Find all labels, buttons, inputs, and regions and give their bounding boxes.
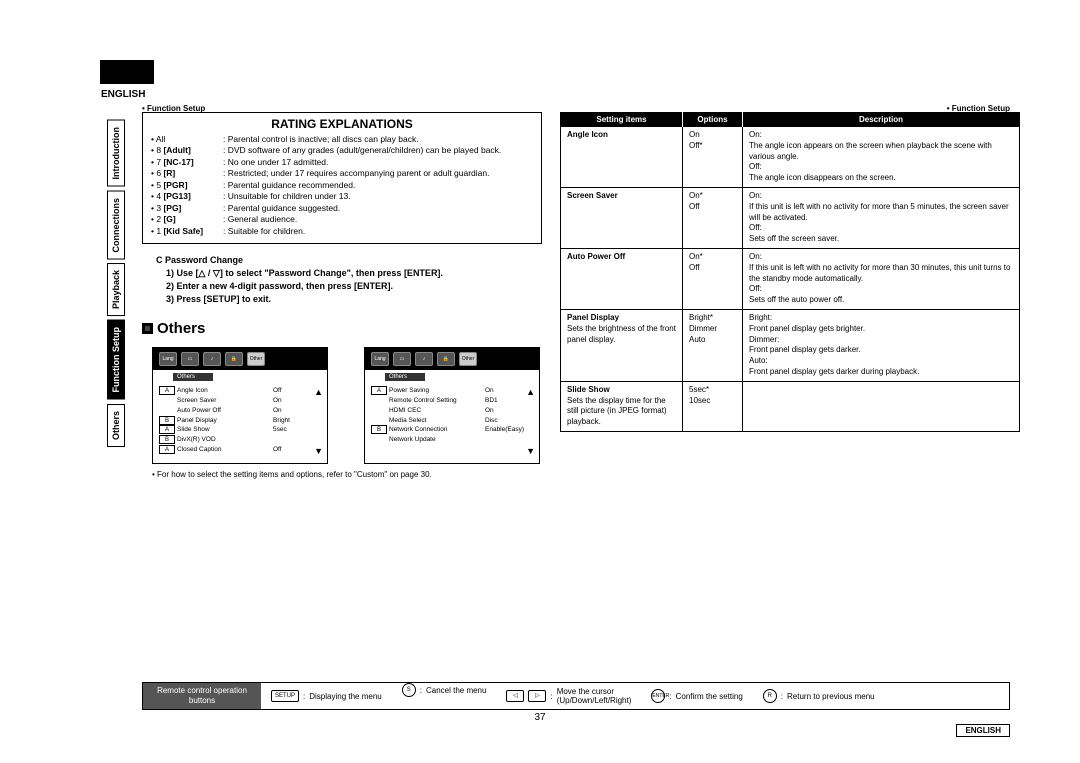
remote-footer: Remote control operation buttons SETUP :… <box>142 682 1010 710</box>
tab-icon: 🔒 <box>225 352 243 366</box>
tab-others: Others <box>107 404 125 447</box>
table-row: Screen SaverOn* OffOn: If this unit is l… <box>561 187 1020 248</box>
menu-row: AAngle IconOff <box>159 386 321 396</box>
others-heading: Others <box>142 320 542 337</box>
menu-row: Remote Control SettingBD1 <box>371 396 533 406</box>
return-text: Return to previous menu <box>787 692 875 701</box>
menu-row: APower SavingOn <box>371 386 533 396</box>
setup-text: Displaying the menu <box>309 692 381 701</box>
menu-row: Network Update <box>371 435 533 445</box>
menu-row: AClosed CaptionOff <box>159 445 321 455</box>
submenu-label: Others <box>385 373 425 381</box>
cursor-text: Move the cursor (Up/Down/Left/Right) <box>557 687 632 705</box>
cancel-text: Cancel the menu <box>426 686 486 695</box>
rating-row: • 3 [PG]: Parental guidance suggested. <box>151 203 533 214</box>
menu-screenshot-1: Lang ▭ ♪ 🔒 Other Others ▲ ▼ AAngle IconO… <box>152 347 328 463</box>
step-3: 3) Press [SETUP] to exit. <box>166 293 542 306</box>
tab-introduction: Introduction <box>107 120 125 187</box>
menu-row: BDivX(R) VOD <box>159 435 321 445</box>
cursor-icon: ◁ <box>506 690 524 702</box>
menu-row: Auto Power OffOn <box>159 406 321 416</box>
menu-row: Media SelectDisc <box>371 416 533 426</box>
bottom-language: ENGLISH <box>956 724 1010 737</box>
submenu-label: Others <box>173 373 213 381</box>
enter-icon: ENTER <box>651 689 665 703</box>
setup-icon: SETUP <box>271 690 299 702</box>
footer-label: Remote control operation buttons <box>143 683 261 708</box>
tab-icon: Lang <box>371 352 389 366</box>
settings-table: Setting items Options Description Angle … <box>560 112 1020 432</box>
rating-row: • 7 [NC-17]: No one under 17 admitted. <box>151 157 533 168</box>
menu-row: HDMI CECOn <box>371 406 533 416</box>
rating-row: • 5 [PGR]: Parental guidance recommended… <box>151 180 533 191</box>
tab-icon: ▭ <box>181 352 199 366</box>
rating-title: RATING EXPLANATIONS <box>151 117 533 131</box>
tab-icon: Other <box>459 352 477 366</box>
password-change-section: C Password Change 1) Use [△ / ▽] to sele… <box>156 254 542 306</box>
menu-row: Screen SaverOn <box>159 396 321 406</box>
tab-playback: Playback <box>107 263 125 316</box>
tab-icon: Other <box>247 352 265 366</box>
tab-function-setup: Function Setup <box>107 320 125 400</box>
table-row: Slide ShowSets the display time for the … <box>561 381 1020 431</box>
menu-screenshot-2: Lang ▭ ♪ 🔒 Other Others ▲ ▼ APower Savin… <box>364 347 540 463</box>
tab-icon: ♪ <box>203 352 221 366</box>
step-2: 2) Enter a new 4-digit password, then pr… <box>166 280 542 293</box>
cancel-icon: S <box>402 683 416 697</box>
rating-row: • 6 [R]: Restricted; under 17 requires a… <box>151 168 533 179</box>
tab-connections: Connections <box>107 191 125 260</box>
enter-text: Confirm the setting <box>676 692 743 701</box>
rating-row: • 4 [PG13]: Unsuitable for children unde… <box>151 191 533 202</box>
cursor-icon: ▷ <box>528 690 546 702</box>
language-label: ENGLISH <box>101 89 145 100</box>
square-icon <box>142 323 153 334</box>
tab-icon: ▭ <box>393 352 411 366</box>
footnote: For how to select the setting items and … <box>152 470 542 479</box>
table-row: Angle IconOn Off*On: The angle icon appe… <box>561 127 1020 188</box>
rating-row: • All : Parental control is inactive; al… <box>151 134 533 145</box>
table-row: Panel DisplaySets the brightness of the … <box>561 309 1020 381</box>
rating-row: • 8 [Adult]: DVD software of any grades … <box>151 145 533 156</box>
col-items: Setting items <box>561 113 683 127</box>
menu-row: BNetwork ConnectionEnable(Easy) <box>371 425 533 435</box>
menu-row: BPanel DisplayBright <box>159 416 321 426</box>
others-title: Others <box>157 320 205 337</box>
side-tabs: Introduction Connections Playback Functi… <box>107 120 129 451</box>
arrow-down-icon: ▼ <box>526 445 535 459</box>
section-c-header: C Password Change <box>156 254 542 267</box>
arrow-up-icon: ▲ <box>314 386 323 400</box>
page-number: 37 <box>0 712 1080 723</box>
rating-box: RATING EXPLANATIONS • All : Parental con… <box>142 112 542 244</box>
col-description: Description <box>743 113 1020 127</box>
arrow-down-icon: ▼ <box>314 445 323 459</box>
table-row: Auto Power OffOn* OffOn: If this unit is… <box>561 248 1020 309</box>
step-1: 1) Use [△ / ▽] to select "Password Chang… <box>166 267 542 280</box>
tab-icon: Lang <box>159 352 177 366</box>
return-icon: R <box>763 689 777 703</box>
tab-icon: ♪ <box>415 352 433 366</box>
col-options: Options <box>683 113 743 127</box>
menu-row: ASlide Show5sec <box>159 425 321 435</box>
rating-row: • 2 [G]: General audience. <box>151 214 533 225</box>
rating-row: • 1 [Kid Safe]: Suitable for children. <box>151 226 533 237</box>
arrow-up-icon: ▲ <box>526 386 535 400</box>
header-black-box <box>100 60 154 84</box>
tab-icon: 🔒 <box>437 352 455 366</box>
